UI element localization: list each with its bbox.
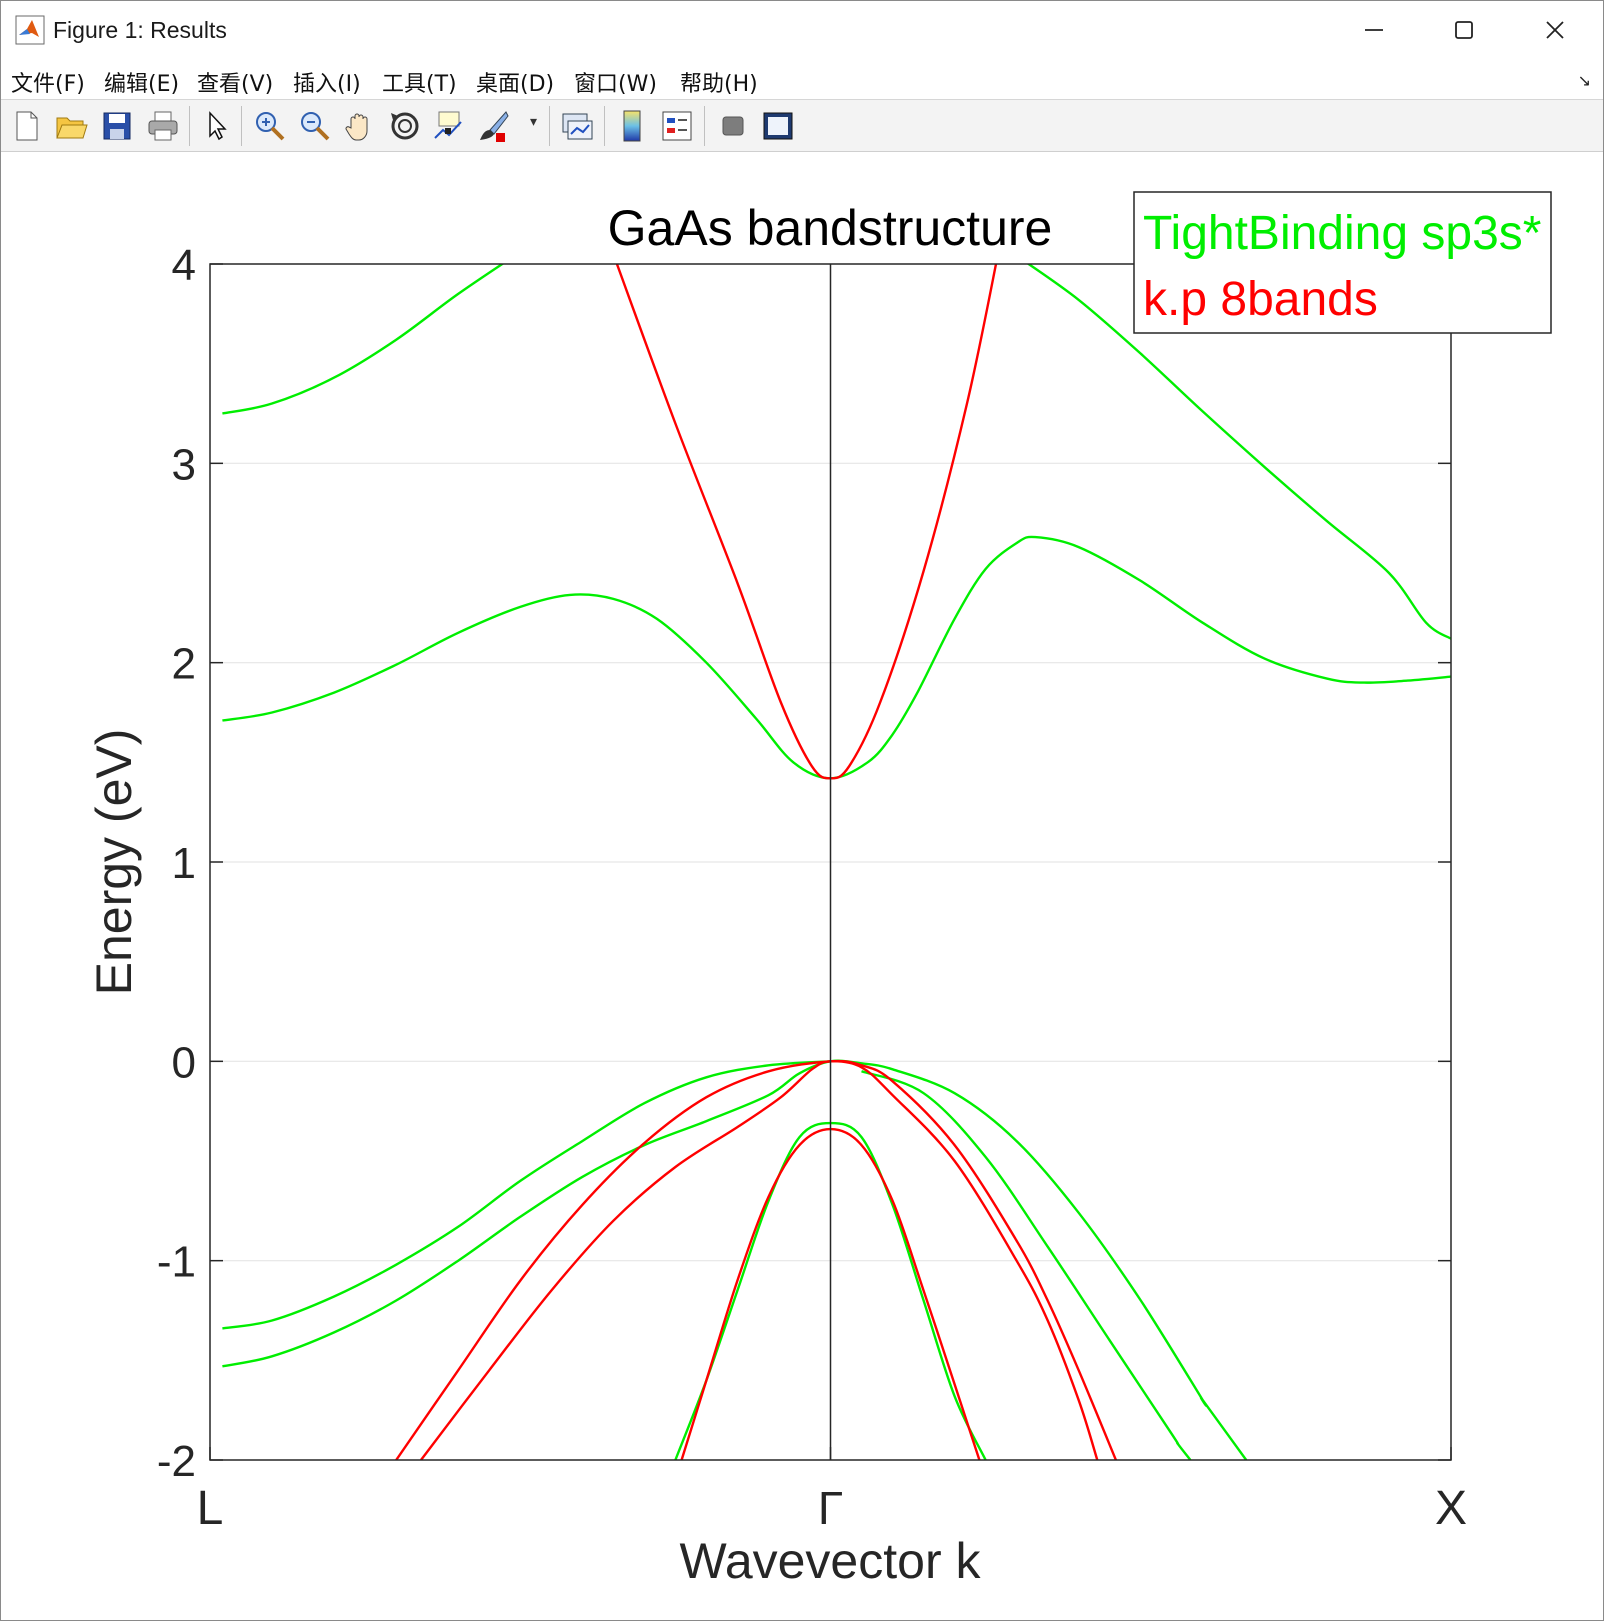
maximize-button[interactable] <box>1418 1 1510 59</box>
close-icon <box>1546 21 1564 39</box>
x-tick-label: Γ <box>818 1482 843 1534</box>
brush-dropdown-icon[interactable]: ▾ <box>530 113 538 129</box>
menu-edit[interactable]: 编辑(E) <box>104 72 180 97</box>
maximize-icon <box>1455 21 1473 39</box>
link-plot-icon <box>562 113 593 140</box>
x-tick-label: X <box>1435 1482 1467 1535</box>
hide-plot-tools-icon <box>722 116 744 136</box>
open-file-button[interactable] <box>53 108 89 144</box>
y-tick-label: 2 <box>172 640 196 689</box>
tightbinding-band-line <box>222 1059 1248 1460</box>
new-figure-button[interactable] <box>9 108 45 144</box>
tightbinding-band-line <box>1026 264 1451 640</box>
menu-file[interactable]: 文件(F) <box>11 72 85 97</box>
menu-view[interactable]: 查看(V) <box>197 72 274 97</box>
rotate-3d-icon <box>391 112 419 140</box>
dock-arrow-icon[interactable]: ↘ <box>1577 73 1591 90</box>
x-axis-label: Wavevector k <box>679 1533 981 1589</box>
y-tick-label: 3 <box>172 440 196 489</box>
show-plot-tools-button[interactable] <box>760 108 796 144</box>
data-cursor-icon <box>434 111 462 139</box>
close-button[interactable] <box>1509 1 1601 59</box>
legend-box <box>1133 191 1552 334</box>
y-axis-label: Energy (eV) <box>86 729 142 996</box>
data-cursor-button[interactable] <box>431 108 467 144</box>
zoom-out-icon <box>301 112 330 141</box>
menu-bar: 文件(F) 编辑(E) 查看(V) 插入(I) 工具(T) 桌面(D) 窗口(W… <box>1 59 1603 100</box>
kp-band-line <box>420 1060 1099 1460</box>
minimize-button[interactable] <box>1328 1 1420 59</box>
legend-button[interactable] <box>659 108 695 144</box>
legend[interactable]: TightBinding sp3s* k.p 8bands <box>1133 191 1552 334</box>
brush-icon <box>480 111 509 142</box>
title-bar: Figure 1: Results <box>1 1 1603 59</box>
y-tick-label: -1 <box>157 1238 196 1287</box>
y-tick-label: 4 <box>172 241 196 290</box>
figure-canvas: -2 -1 0 1 2 3 4 L Γ X GaAs bandstructure Wavevect… <box>1 152 1603 1620</box>
minimize-icon <box>1365 29 1383 31</box>
tightbinding-band-line <box>222 535 1451 780</box>
print-icon <box>148 111 178 141</box>
colorbar-button[interactable] <box>614 108 650 144</box>
y-tick-label: 0 <box>172 1038 196 1087</box>
rotate-button[interactable] <box>387 108 423 144</box>
menu-desktop[interactable]: 桌面(D) <box>476 72 555 97</box>
print-button[interactable] <box>145 108 181 144</box>
pan-hand-icon <box>345 113 368 141</box>
new-figure-icon <box>16 111 38 141</box>
y-tick-label: 1 <box>172 839 196 888</box>
toolbar-separator <box>604 106 605 146</box>
y-tick-label: -2 <box>157 1437 196 1486</box>
link-plot-button[interactable] <box>559 108 595 144</box>
chart-title: GaAs bandstructure <box>608 200 1053 256</box>
select-button[interactable] <box>199 108 235 144</box>
matlab-icon <box>15 15 45 45</box>
save-icon <box>103 112 131 140</box>
tightbinding-band-line <box>861 1070 1192 1460</box>
kp-band-line <box>615 264 998 780</box>
hide-plot-tools-button[interactable] <box>715 108 751 144</box>
toolbar-separator <box>241 106 242 146</box>
pan-button[interactable] <box>342 108 378 144</box>
toolbar-separator <box>189 106 190 146</box>
brush-button[interactable] <box>476 108 512 144</box>
figure-toolbar: ▾ <box>1 100 1603 152</box>
menu-tools[interactable]: 工具(T) <box>382 72 457 97</box>
legend-entry-tightbinding: TightBinding sp3s* <box>1143 207 1541 260</box>
menu-window[interactable]: 窗口(W) <box>574 72 657 97</box>
tightbinding-band-line <box>222 1060 831 1330</box>
colorbar-icon <box>623 110 641 142</box>
open-file-icon <box>56 117 88 139</box>
legend-icon <box>662 111 692 141</box>
zoom-out-button[interactable] <box>297 108 333 144</box>
band-lines <box>222 264 1451 1460</box>
save-button[interactable] <box>99 108 135 144</box>
legend-entry-kp: k.p 8bands <box>1143 273 1378 326</box>
axis-ticks: -2 -1 0 1 2 3 4 L Γ X <box>157 241 1467 1535</box>
toolbar-separator <box>704 106 705 146</box>
select-arrow-icon <box>209 111 227 141</box>
menu-insert[interactable]: 插入(I) <box>293 72 361 97</box>
show-plot-tools-icon <box>763 112 793 140</box>
bandstructure-plot: -2 -1 0 1 2 3 4 L Γ X GaAs bandstructure Wavevect… <box>86 191 1552 1589</box>
window-title: Figure 1: Results <box>53 17 227 43</box>
tightbinding-band-line <box>222 264 505 415</box>
zoom-in-button[interactable] <box>252 108 288 144</box>
x-tick-label: L <box>197 1482 224 1535</box>
toolbar-separator <box>549 106 550 146</box>
zoom-in-icon <box>256 112 285 141</box>
menu-help[interactable]: 帮助(H) <box>680 72 758 97</box>
